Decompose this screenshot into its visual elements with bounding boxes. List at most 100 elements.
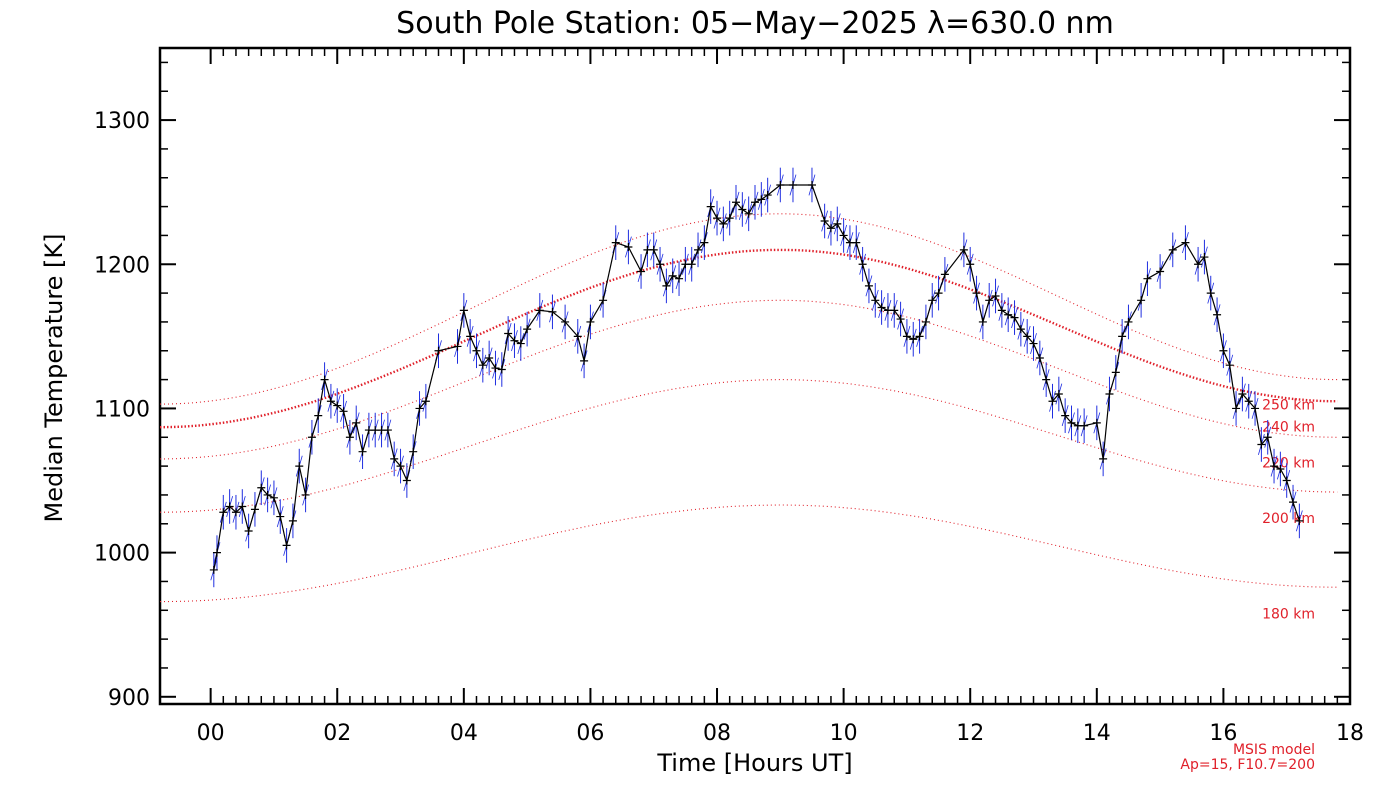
data-point xyxy=(858,260,867,269)
data-point xyxy=(1251,404,1260,413)
data-point xyxy=(345,433,354,442)
data-point xyxy=(833,219,842,228)
x-tick-label: 18 xyxy=(1336,721,1364,746)
data-point xyxy=(902,332,911,341)
data-point xyxy=(1238,390,1247,399)
data-point xyxy=(763,191,772,200)
data-point xyxy=(409,447,418,456)
data-point xyxy=(548,307,557,316)
x-tick-label: 14 xyxy=(1083,721,1111,746)
data-point xyxy=(820,217,829,226)
data-point xyxy=(390,454,399,463)
data-point xyxy=(776,180,785,189)
data-point xyxy=(1029,339,1038,348)
x-tick-label: 00 xyxy=(197,721,225,746)
data-point xyxy=(744,209,753,218)
data-point xyxy=(1105,390,1114,399)
data-point xyxy=(434,346,443,355)
data-point xyxy=(624,242,633,251)
data-point xyxy=(928,296,937,305)
error-bars xyxy=(210,167,1303,588)
data-point xyxy=(991,291,1000,300)
data-point xyxy=(326,397,335,406)
data-point xyxy=(1099,454,1108,463)
data-point xyxy=(1206,289,1215,298)
data-point xyxy=(713,214,722,223)
measurement-series xyxy=(209,180,1304,574)
y-tick-label: 1200 xyxy=(94,253,150,278)
data-point xyxy=(573,332,582,341)
data-point xyxy=(972,289,981,298)
data-point xyxy=(637,267,646,276)
data-point xyxy=(1225,361,1234,370)
x-tick-label: 04 xyxy=(450,721,478,746)
data-point xyxy=(352,418,361,427)
model-curve-label: 180 km xyxy=(1262,606,1315,622)
model-curve xyxy=(160,299,1338,460)
data-point xyxy=(282,541,291,550)
x-tick-label: 12 xyxy=(956,721,984,746)
data-point xyxy=(491,364,500,373)
data-point xyxy=(599,296,608,305)
data-point xyxy=(307,433,316,442)
data-point xyxy=(1042,375,1051,384)
data-point xyxy=(459,306,468,315)
model-curve-label: 250 km xyxy=(1262,398,1315,414)
data-point xyxy=(472,346,481,355)
data-point xyxy=(890,306,899,315)
chart-title: South Pole Station: 05−May−2025 λ=630.0 … xyxy=(396,6,1114,41)
data-point xyxy=(485,353,494,362)
data-point xyxy=(1282,476,1291,485)
data-point xyxy=(757,195,766,204)
data-point xyxy=(1048,397,1057,406)
data-point xyxy=(959,245,968,254)
data-point xyxy=(333,401,342,410)
data-point xyxy=(978,317,987,326)
x-tick-label: 08 xyxy=(703,721,731,746)
y-axis-label: Median Temperature [K] xyxy=(40,233,68,522)
data-point xyxy=(1067,418,1076,427)
model-curve-label: 200 km xyxy=(1262,511,1315,527)
data-point xyxy=(415,404,424,413)
data-point xyxy=(580,356,589,365)
data-point xyxy=(719,219,728,228)
measurement-line xyxy=(213,184,1300,571)
data-point xyxy=(1124,317,1133,326)
data-point xyxy=(238,502,247,511)
data-point xyxy=(1111,368,1120,377)
data-point xyxy=(1200,253,1209,262)
data-point xyxy=(732,198,741,207)
data-point xyxy=(1118,332,1127,341)
data-point xyxy=(694,245,703,254)
data-point xyxy=(966,260,975,269)
y-tick-label: 900 xyxy=(108,686,150,711)
data-point xyxy=(1181,238,1190,247)
model-note-params: Ap=15, F10.7=200 xyxy=(1180,757,1315,773)
data-point xyxy=(1080,421,1089,430)
data-point xyxy=(1137,296,1146,305)
data-point xyxy=(466,332,475,341)
data-point xyxy=(662,281,671,290)
data-point xyxy=(1289,498,1298,507)
data-point xyxy=(1023,332,1032,341)
data-point xyxy=(478,361,487,370)
data-point xyxy=(516,339,525,348)
data-point xyxy=(295,462,304,471)
data-point xyxy=(1194,260,1203,269)
x-tick-label: 16 xyxy=(1209,721,1237,746)
data-point xyxy=(510,336,519,345)
data-point xyxy=(219,508,228,517)
data-point xyxy=(225,502,234,511)
data-point xyxy=(1219,346,1228,355)
data-point xyxy=(864,281,873,290)
data-point xyxy=(1213,310,1222,319)
data-point xyxy=(523,325,532,334)
data-point xyxy=(586,317,595,326)
data-point xyxy=(339,407,348,416)
model-note-name: MSIS model xyxy=(1233,742,1315,758)
data-point xyxy=(209,565,218,574)
data-point xyxy=(1270,462,1279,471)
data-point xyxy=(1004,310,1013,319)
model-curve-label: 240 km xyxy=(1262,420,1315,436)
